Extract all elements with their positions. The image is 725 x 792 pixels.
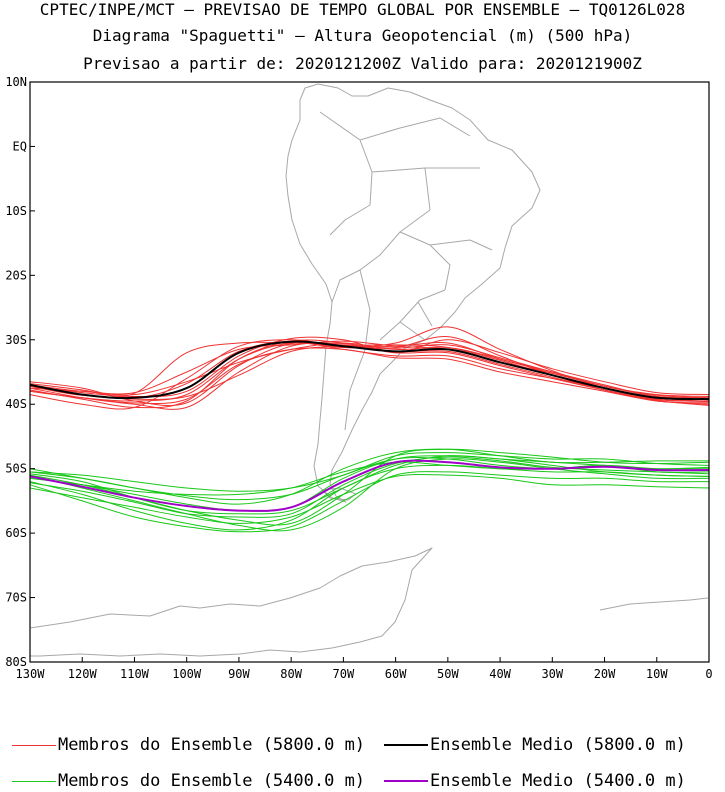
x-tick-label-11: 20W xyxy=(594,667,616,681)
x-tick-label-1: 120W xyxy=(68,667,98,681)
y-tick-label-1: EQ xyxy=(13,139,27,153)
x-tick-label-13: 0 xyxy=(705,667,712,681)
ensemble-lines xyxy=(29,326,710,533)
background-map xyxy=(29,83,709,657)
x-axis-ticks: 130W 120W 110W 100W 90W 80W 70W 60W 50W 40W 30W 20W… xyxy=(16,657,713,681)
legend-swatch-members-5400 xyxy=(12,780,56,782)
south-america-coastline xyxy=(285,83,541,503)
x-tick-label-6: 70W xyxy=(333,667,355,681)
chart-title-line-1: CPTEC/INPE/MCT – PREVISAO DE TEMPO GLOBA… xyxy=(39,0,686,19)
y-tick-label-3: 20S xyxy=(5,268,27,282)
x-tick-label-5: 80W xyxy=(280,667,302,681)
legend-swatch-mean-5400 xyxy=(384,780,428,782)
mean-line-1 xyxy=(29,459,710,512)
member-line-21 xyxy=(29,473,710,524)
y-tick-label-0: 10N xyxy=(5,75,27,89)
chart-title-line-2: Diagrama "Spaguetti" – Altura Geopotenci… xyxy=(92,26,633,45)
antarctica-east-coast xyxy=(599,597,709,611)
plot-frame xyxy=(29,81,710,663)
y-tick-label-2: 10S xyxy=(5,204,27,218)
country-borders xyxy=(319,111,493,431)
legend-label-mean-5400: Ensemble Medio (5400.0 m) xyxy=(430,771,686,791)
y-tick-label-5: 40S xyxy=(5,397,27,411)
x-tick-label-8: 50W xyxy=(437,667,459,681)
y-tick-label-6: 50S xyxy=(5,462,27,476)
legend-label-members-5400: Membros do Ensemble (5400.0 m) xyxy=(58,771,366,791)
y-tick-label-7: 60S xyxy=(5,526,27,540)
mean-line-0 xyxy=(29,340,710,401)
chart-title-line-3: Previsao a partir de: 2020121200Z Valido… xyxy=(83,54,642,73)
member-line-12 xyxy=(29,342,710,410)
x-tick-label-4: 90W xyxy=(228,667,250,681)
x-tick-label-12: 10W xyxy=(646,667,668,681)
x-tick-label-3: 100W xyxy=(172,667,202,681)
member-line-22 xyxy=(29,458,710,532)
legend-entry-mean-5800: Ensemble Medio (5800.0 m) xyxy=(384,735,686,755)
x-tick-label-2: 110W xyxy=(120,667,150,681)
member-line-25 xyxy=(29,456,710,518)
y-tick-label-8: 70S xyxy=(5,591,27,605)
x-tick-label-0: 130W xyxy=(16,667,46,681)
member-line-14 xyxy=(29,452,710,492)
y-axis-ticks: 10N EQ 10S 20S 30S 40S 50S 60S 70S 80S xyxy=(5,75,35,669)
x-tick-label-10: 30W xyxy=(541,667,563,681)
member-line-20 xyxy=(29,448,710,505)
member-line-10 xyxy=(29,347,710,405)
legend-entry-members-5800: Membros do Ensemble (5800.0 m) xyxy=(12,735,365,755)
antarctica-coastline xyxy=(29,547,433,657)
member-line-19 xyxy=(29,455,710,512)
legend-swatch-mean-5800 xyxy=(384,744,428,746)
x-tick-label-9: 40W xyxy=(489,667,511,681)
legend-entry-members-5400: Membros do Ensemble (5400.0 m) xyxy=(12,771,365,791)
legend-entry-mean-5400: Ensemble Medio (5400.0 m) xyxy=(384,771,686,791)
legend-label-members-5800: Membros do Ensemble (5800.0 m) xyxy=(58,735,366,755)
axes xyxy=(29,81,710,663)
x-tick-label-7: 60W xyxy=(385,667,407,681)
legend-swatch-members-5800 xyxy=(12,744,56,746)
y-tick-label-9: 80S xyxy=(5,655,27,669)
legend-label-mean-5800: Ensemble Medio (5800.0 m) xyxy=(430,735,686,755)
y-tick-label-4: 30S xyxy=(5,333,27,347)
